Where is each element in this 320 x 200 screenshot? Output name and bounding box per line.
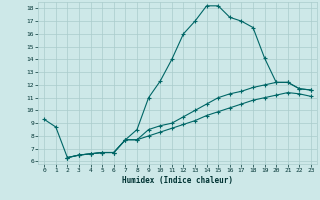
X-axis label: Humidex (Indice chaleur): Humidex (Indice chaleur)	[122, 176, 233, 185]
